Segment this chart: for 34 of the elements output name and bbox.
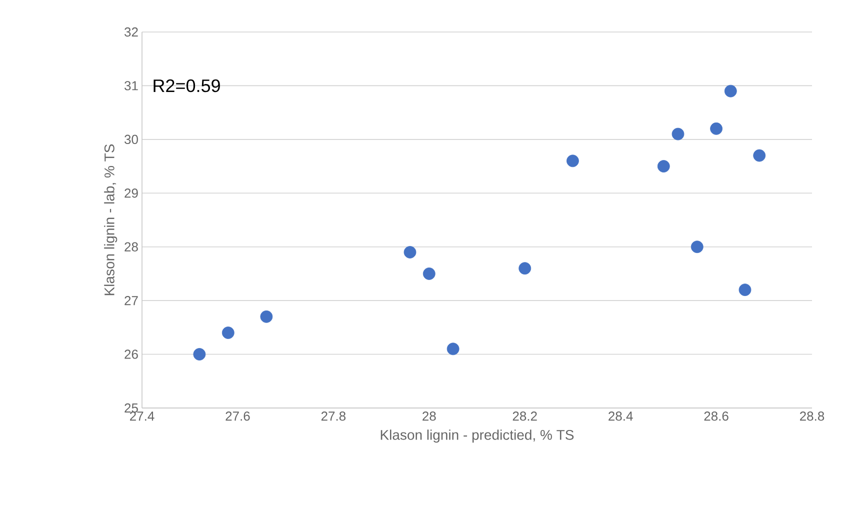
point — [724, 84, 737, 98]
point — [672, 128, 684, 140]
x-tick-label: 28.6 — [704, 412, 728, 421]
point — [404, 246, 416, 258]
point — [222, 326, 234, 339]
annotation: R2=0.59 — [154, 79, 220, 92]
y-tick-label: 26 — [124, 350, 138, 359]
point — [710, 122, 722, 135]
x-tick-label: 27.4 — [130, 412, 154, 421]
y-tick-label: 31 — [124, 81, 138, 90]
point — [566, 154, 579, 168]
point — [657, 160, 670, 172]
y-tick-label: 27 — [124, 296, 138, 306]
y-tick-label: 32 — [124, 27, 138, 37]
point — [753, 149, 766, 162]
y-tick-label: 28 — [124, 242, 138, 252]
point — [260, 310, 273, 323]
y-axis-title: Klason lignin - lab, % TS — [104, 144, 118, 296]
x-tick-label: 28.8 — [800, 412, 824, 421]
y-tick-label: 25 — [124, 403, 138, 413]
point — [518, 262, 532, 275]
x-tick-label: 28.2 — [512, 412, 537, 421]
point — [193, 348, 206, 360]
x-tick-label: 28.4 — [608, 412, 633, 421]
x-tick-label: 27.8 — [321, 412, 346, 421]
x-tick-label: 28 — [422, 412, 436, 421]
point — [690, 240, 704, 254]
x-axis-title: Klason lignin - predictied, % TS — [380, 430, 574, 443]
point — [422, 268, 436, 280]
x-tick-label: 27.6 — [226, 412, 250, 421]
y-tick-label: 29 — [124, 188, 138, 198]
point — [738, 284, 752, 296]
point — [446, 342, 460, 356]
y-tick-label: 30 — [124, 134, 138, 144]
